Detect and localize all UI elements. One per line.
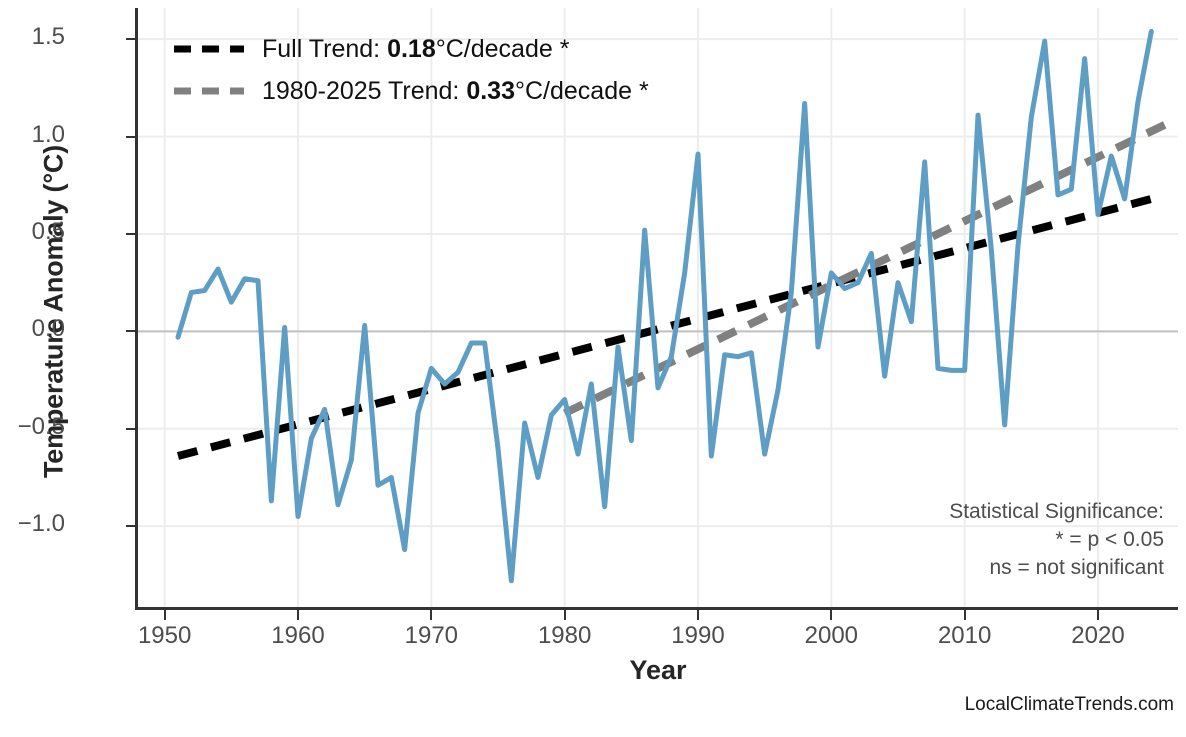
chart-legend: Full Trend: 0.18°C/decade * 1980-2025 Tr… <box>172 28 649 112</box>
x-tick-mark <box>1097 610 1099 620</box>
y-tick-label: 0.5 <box>31 217 65 245</box>
significance-title: Statistical Significance: <box>949 500 1164 523</box>
x-tick-mark <box>697 610 699 620</box>
trend-line-recent <box>562 121 1167 417</box>
y-tick-label: 0.0 <box>31 315 65 343</box>
x-tick-label: 1980 <box>537 622 592 649</box>
y-tick-mark <box>126 38 135 41</box>
x-axis-line <box>135 607 1178 610</box>
x-tick-label: 1950 <box>137 622 192 649</box>
legend-key-recent-trend <box>174 87 244 95</box>
legend-item-recent-trend: 1980-2025 Trend: 0.33°C/decade * <box>172 70 649 112</box>
y-tick-mark <box>126 330 135 333</box>
y-tick-mark <box>126 525 135 528</box>
y-tick-mark <box>126 135 135 138</box>
plot-panel <box>138 8 1178 608</box>
x-tick-mark <box>430 610 433 620</box>
y-axis-line <box>135 8 138 610</box>
y-tick-mark <box>126 232 135 235</box>
legend-label-recent-trend: 1980-2025 Trend: 0.33°C/decade * <box>262 76 649 105</box>
x-tick-label: 2000 <box>804 622 859 649</box>
x-tick-mark <box>830 610 833 620</box>
significance-note: Statistical Significance: * = p < 0.05 n… <box>949 498 1164 582</box>
y-tick-label: −0.5 <box>17 412 65 440</box>
x-tick-mark <box>963 610 966 620</box>
plot-svg <box>138 8 1178 608</box>
legend-item-full-trend: Full Trend: 0.18°C/decade * <box>172 28 649 70</box>
legend-key-full-trend <box>174 45 244 53</box>
x-tick-label: 1960 <box>271 622 325 649</box>
x-tick-mark <box>563 610 566 620</box>
legend-label-full-trend: Full Trend: 0.18°C/decade * <box>262 34 570 63</box>
significance-ns: ns = not significant <box>989 556 1164 579</box>
x-tick-label: 2020 <box>1071 622 1125 649</box>
x-tick-label: 2010 <box>937 622 992 649</box>
y-tick-label: 1.0 <box>31 120 65 148</box>
y-tick-label: 1.5 <box>31 23 65 51</box>
x-axis-title: Year <box>629 655 687 685</box>
x-tick-mark <box>163 610 166 620</box>
y-tick-mark <box>126 427 135 430</box>
x-tick-mark <box>297 610 299 620</box>
watermark: LocalClimateTrends.com <box>964 694 1174 715</box>
x-tick-label: 1990 <box>671 622 725 649</box>
significance-star: * = p < 0.05 <box>1055 528 1164 551</box>
data-series-line <box>175 28 1154 584</box>
x-tick-label: 1970 <box>404 622 459 649</box>
y-tick-label: −1.0 <box>17 510 65 538</box>
